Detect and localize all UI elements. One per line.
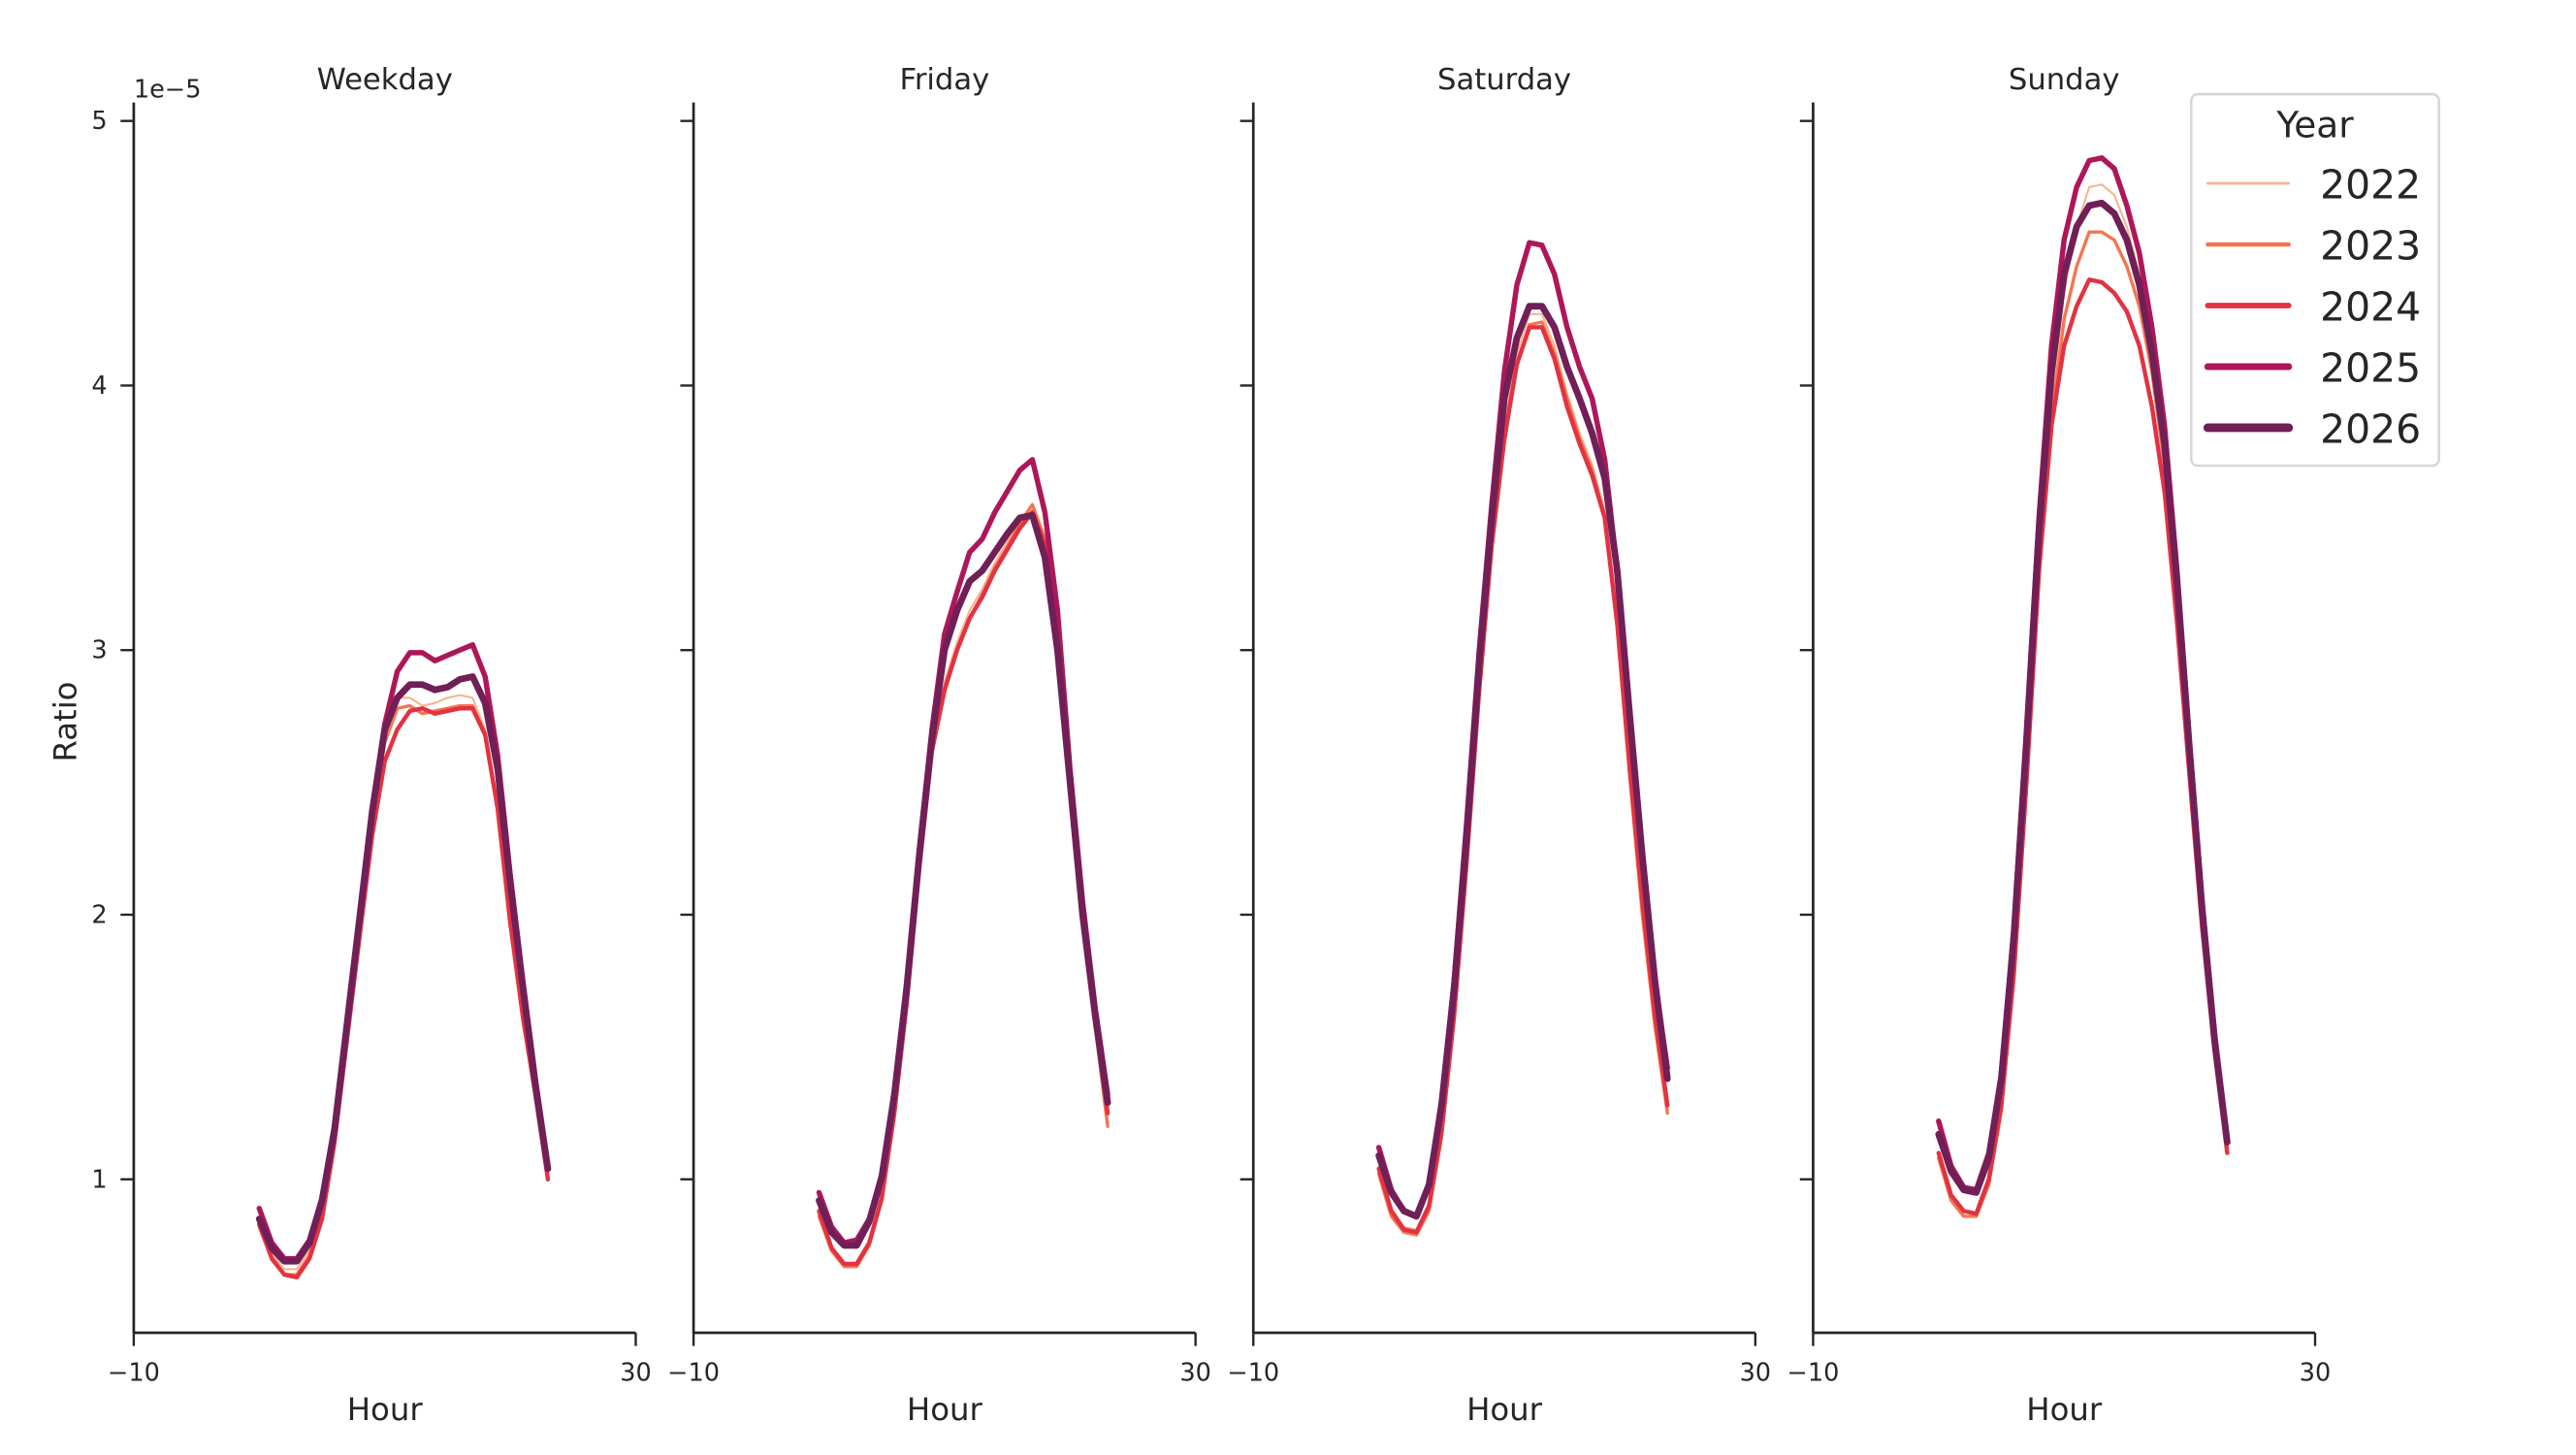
legend-item-2025: 2025 <box>2204 344 2421 391</box>
series-line-2023 <box>257 703 550 1277</box>
y-tick-label: 5 <box>91 107 107 136</box>
series-line-2022 <box>258 694 549 1271</box>
y-axis-label: Ratio <box>47 682 83 762</box>
panel-title: Weekday <box>317 63 453 97</box>
y-offset-label: 1e−5 <box>134 75 202 104</box>
y-tick-label: 1 <box>91 1165 107 1194</box>
x-tick-label: 30 <box>620 1358 651 1387</box>
x-axis-label: Hour <box>2026 1391 2103 1428</box>
panel-weekday: Weekday 1 2 3 4 5 −10 30 Hour <box>91 63 651 1428</box>
series-line-2026 <box>255 673 552 1265</box>
legend-item-2024: 2024 <box>2205 283 2421 330</box>
series-line-2022 <box>818 508 1110 1266</box>
series-line-2026 <box>1375 303 1671 1220</box>
series-line-2024 <box>257 706 551 1279</box>
panel-friday: Friday −10 30 Hour <box>667 63 1211 1428</box>
series-line-2024 <box>1376 325 1670 1235</box>
legend-item-2022: 2022 <box>2206 161 2421 208</box>
panel-title: Friday <box>899 63 989 97</box>
legend-label: 2023 <box>2320 222 2421 269</box>
x-axis-label: Hour <box>1466 1391 1543 1428</box>
legend-title: Year <box>2275 103 2354 146</box>
y-tick-label: 4 <box>91 372 107 401</box>
panel-title: Sunday <box>2009 63 2120 97</box>
x-tick-label: −10 <box>1787 1358 1839 1387</box>
legend-label: 2026 <box>2320 405 2421 452</box>
legend-item-2026: 2026 <box>2203 405 2421 452</box>
x-tick-label: 30 <box>1740 1358 1771 1387</box>
x-tick-label: 30 <box>2300 1358 2331 1387</box>
series-line-2025 <box>816 457 1111 1245</box>
series-line-2022 <box>1377 312 1669 1231</box>
series-line-2024 <box>1936 277 2230 1216</box>
x-tick-label: −10 <box>1227 1358 1279 1387</box>
x-tick-label: −10 <box>108 1358 160 1387</box>
series-line-2026 <box>816 511 1111 1249</box>
series-line-2026 <box>1935 199 2231 1196</box>
panel-sunday: Sunday −10 30 Hour <box>1787 63 2331 1428</box>
series-line-2023 <box>1376 320 1669 1237</box>
y-tick-label: 3 <box>91 636 107 665</box>
legend-item-2023: 2023 <box>2206 222 2421 269</box>
legend-label: 2025 <box>2320 344 2421 391</box>
legend-label: 2022 <box>2320 161 2421 208</box>
legend: Year 2022 2023 2024 2025 2026 <box>2190 92 2440 468</box>
panel-title: Saturday <box>1437 63 1571 97</box>
series-line-2025 <box>256 641 551 1262</box>
x-axis-label: Hour <box>347 1391 424 1428</box>
legend-label: 2024 <box>2320 283 2421 330</box>
x-tick-label: 30 <box>1179 1358 1210 1387</box>
y-tick-label: 2 <box>91 901 107 930</box>
legend-box <box>2190 92 2440 468</box>
panel-saturday: Saturday −10 30 Hour <box>1227 63 1771 1428</box>
series-line-2023 <box>817 502 1110 1269</box>
x-axis-label: Hour <box>907 1391 983 1428</box>
x-tick-label: −10 <box>667 1358 720 1387</box>
